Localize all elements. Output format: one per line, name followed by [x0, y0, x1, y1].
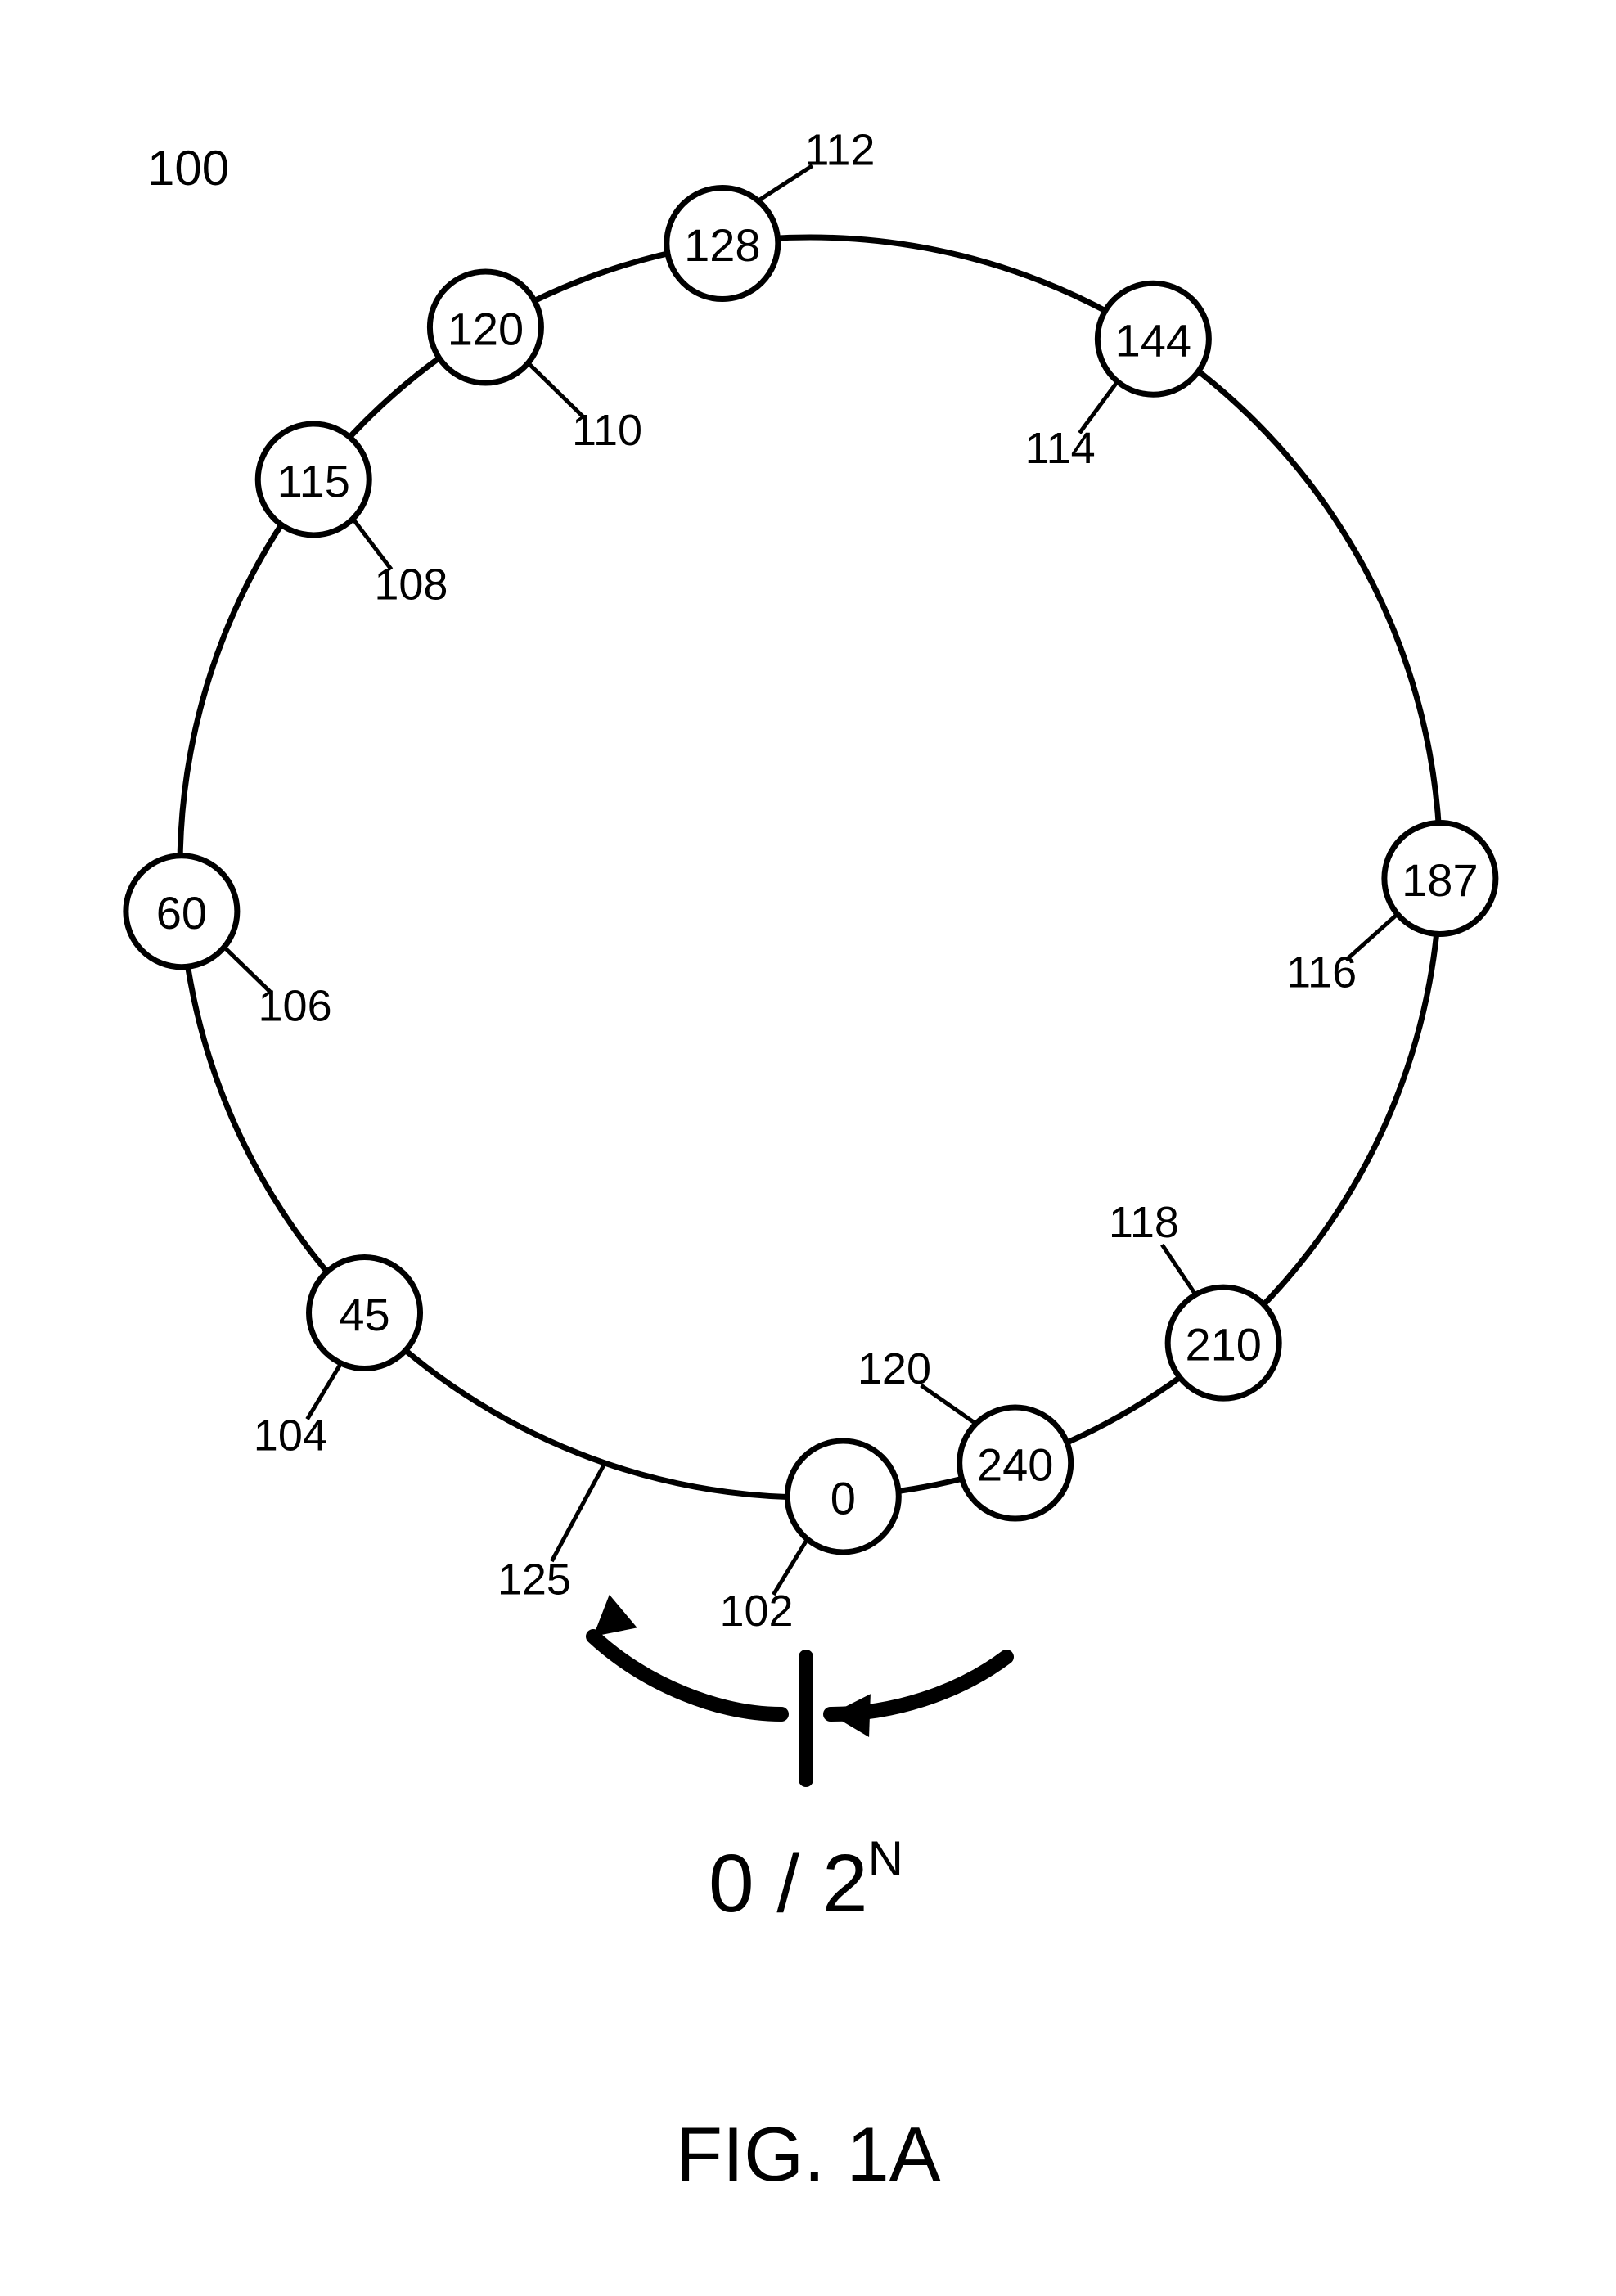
origin-arrow-left-head	[593, 1595, 637, 1636]
ring-node-value: 187	[1402, 854, 1478, 906]
ring-node-value: 115	[277, 455, 350, 506]
figure-caption: FIG. 1A	[676, 2111, 941, 2197]
ref-label: 112	[804, 126, 875, 175]
ring-node-value: 210	[1185, 1319, 1261, 1371]
ring-ref-leader-line	[551, 1463, 605, 1561]
figure-id-label: 100	[147, 141, 229, 196]
ref-label: 120	[858, 1344, 931, 1393]
ring-node-value: 120	[448, 303, 524, 354]
ring-node-value: 45	[339, 1289, 389, 1340]
ring-node-value: 240	[977, 1439, 1053, 1491]
ref-label: 116	[1286, 948, 1357, 997]
ref-label: 102	[719, 1587, 793, 1636]
ref-label: 106	[259, 981, 332, 1030]
origin-arrow-left	[593, 1636, 781, 1714]
ring-node-value: 60	[156, 887, 207, 939]
origin-arrow-right-head	[831, 1694, 871, 1737]
ref-label: 104	[254, 1411, 327, 1461]
origin-arrows	[593, 1595, 1006, 1780]
origin-label: 0 / 2N	[709, 1831, 903, 1929]
ref-label: 114	[1025, 424, 1096, 473]
ref-label: 110	[572, 406, 642, 455]
ring-node-value: 144	[1115, 315, 1191, 367]
ring-node-value: 0	[831, 1472, 856, 1524]
ref-leader	[1162, 1245, 1195, 1294]
ring-node-value: 128	[684, 219, 760, 271]
ref-label: 118	[1109, 1198, 1179, 1247]
ring-ref-leader: 125	[497, 1463, 605, 1605]
ring-ref-label: 125	[497, 1555, 571, 1605]
figure-svg: 112 128 110 120 108 115 106 60 104 45 102 0 120 240 11…	[0, 0, 1616, 2296]
ref-label: 108	[374, 560, 448, 610]
nodes-group: 112 128 110 120 108 115 106 60 104 45 102 0 120 240 11…	[126, 126, 1496, 1636]
